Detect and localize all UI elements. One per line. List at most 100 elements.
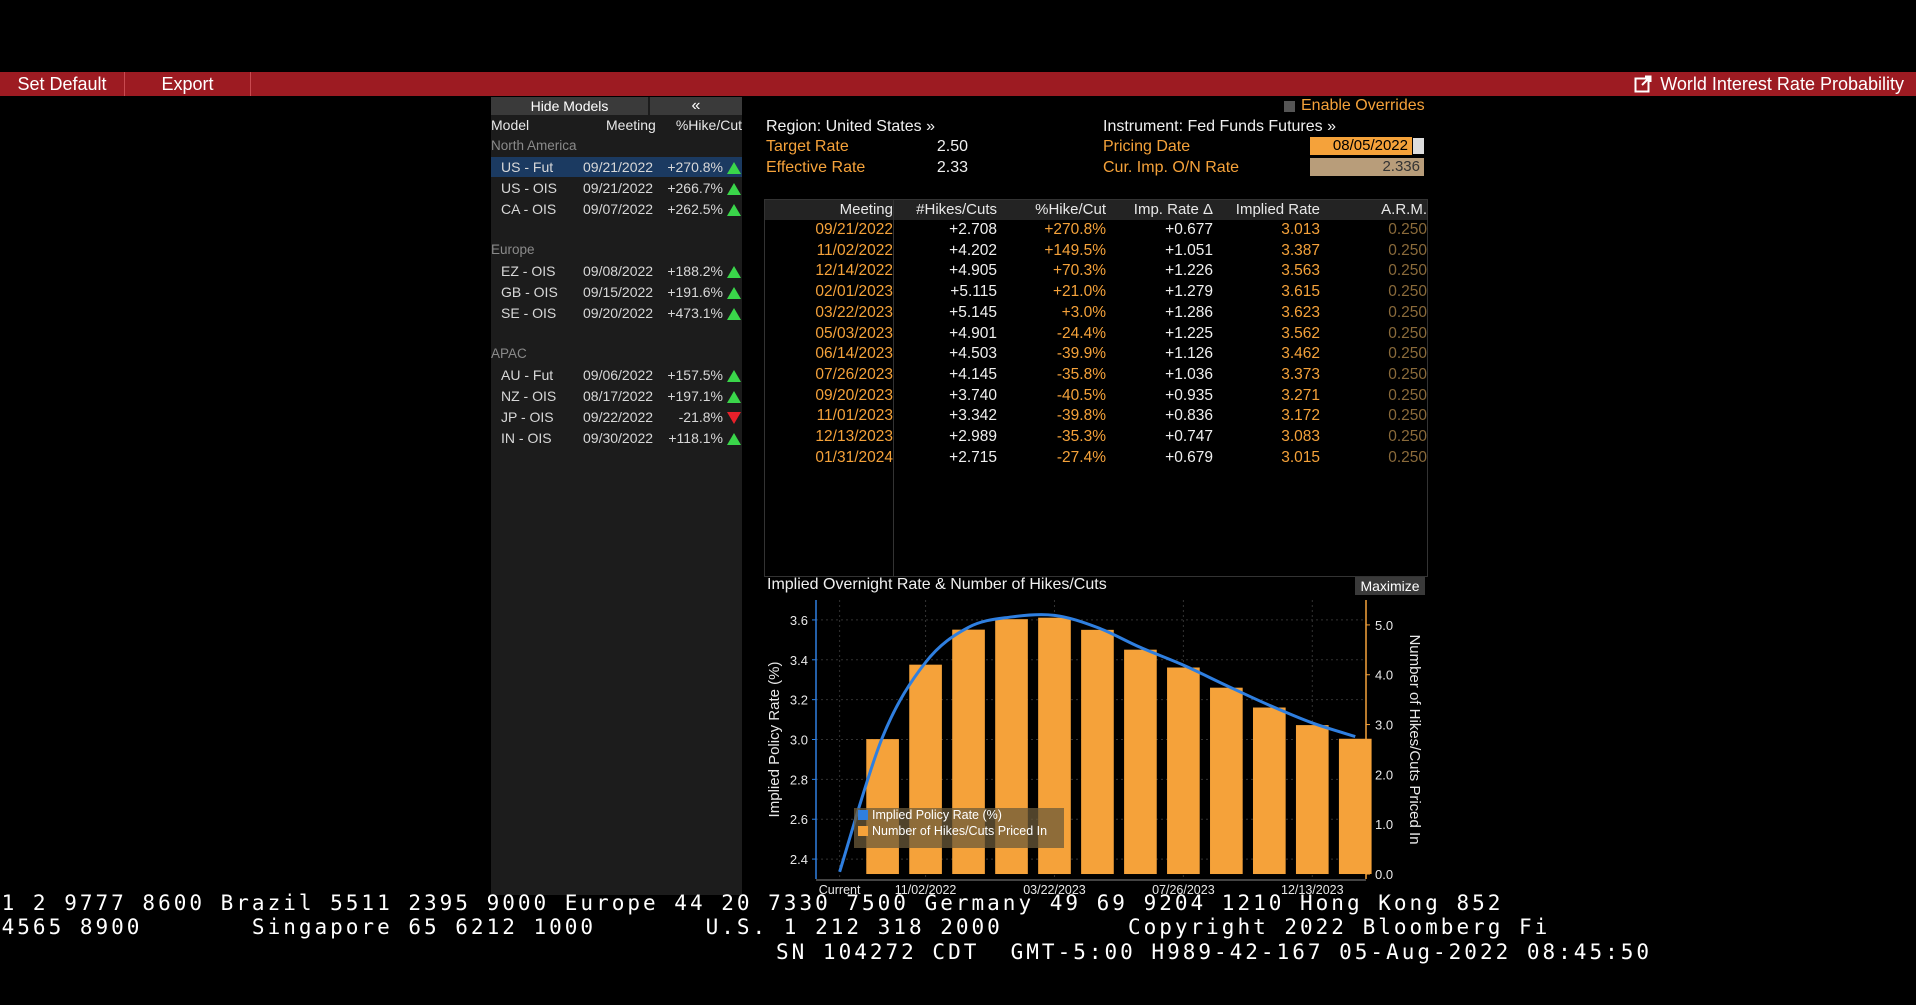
model-pct: +473.1% [667, 305, 723, 321]
pricing-date-label: Pricing Date [1103, 138, 1191, 155]
th-arm[interactable]: A.R.M. [1381, 201, 1427, 218]
th-meeting[interactable]: Meeting [839, 201, 893, 218]
window-title-text: World Interest Rate Probability [1660, 74, 1904, 94]
instrument-selector[interactable]: Instrument: Fed Funds Futures » [1103, 118, 1336, 135]
enable-overrides-label[interactable]: Enable Overrides [1301, 97, 1425, 114]
th-pct[interactable]: %Hike/Cut [1035, 201, 1106, 218]
th-implied-rate[interactable]: Implied Rate [1235, 201, 1320, 218]
tick-label-x: Current [819, 883, 861, 896]
th-rate-delta[interactable]: Imp. Rate Δ [1133, 201, 1213, 218]
export-button[interactable]: Export [125, 72, 251, 96]
external-link-icon[interactable] [1634, 74, 1660, 94]
enable-overrides-checkbox[interactable] [1284, 101, 1295, 112]
up-arrow-icon [727, 391, 741, 403]
toolbar: Set Default Export World Interest Rate P… [0, 72, 1916, 96]
models-panel: Hide Models « Model Meeting %Hike/Cut No… [491, 97, 742, 895]
set-default-button[interactable]: Set Default [0, 72, 125, 96]
cell-pct: -39.9% [1056, 345, 1106, 363]
model-row-jp-ois[interactable]: JP - OIS 09/22/2022 -21.8% [491, 407, 742, 427]
cell-rate-delta: +1.226 [1165, 262, 1213, 280]
cell-rate-delta: +0.677 [1165, 221, 1213, 238]
cell-hikes: +4.905 [949, 262, 997, 280]
model-meeting: 09/20/2022 [583, 305, 654, 321]
cell-meeting: 12/14/2022 [815, 262, 893, 280]
cell-hikes: +3.740 [949, 386, 997, 404]
hide-models-button[interactable]: Hide Models [491, 97, 648, 115]
table-row[interactable]: 11/01/2023 +3.342 -39.8% +0.836 3.172 0.250 [765, 407, 1427, 428]
model-row-gb-ois[interactable]: GB - OIS 09/15/2022 +191.6% [491, 282, 742, 302]
model-row-se-ois[interactable]: SE - OIS 09/20/2022 +473.1% [491, 303, 742, 323]
maximize-button[interactable]: Maximize [1355, 577, 1425, 595]
column-divider [893, 200, 894, 576]
cell-meeting: 05/03/2023 [815, 324, 893, 342]
table-row[interactable]: 09/20/2023 +3.740 -40.5% +0.935 3.271 0.250 [765, 387, 1427, 408]
window-title[interactable]: World Interest Rate Probability [1634, 72, 1904, 96]
chart-bar [866, 739, 899, 875]
table-row[interactable]: 01/31/2024 +2.715 -27.4% +0.679 3.015 0.250 [765, 449, 1427, 470]
cell-hikes: +2.708 [949, 221, 997, 238]
cell-rate-delta: +0.935 [1165, 386, 1213, 404]
legend-box [854, 808, 1064, 848]
model-row-ez-ois[interactable]: EZ - OIS 09/08/2022 +188.2% [491, 261, 742, 281]
model-meeting: 09/21/2022 [583, 159, 654, 175]
cell-implied-rate: 3.623 [1281, 303, 1320, 321]
model-row-us-ois[interactable]: US - OIS 09/21/2022 +266.7% [491, 178, 742, 198]
target-rate-label: Target Rate [766, 138, 849, 155]
cell-arm: 0.250 [1388, 283, 1427, 301]
model-pct: +266.7% [667, 180, 723, 196]
up-arrow-icon [727, 370, 741, 382]
series-line-implied-rate [838, 613, 1356, 873]
model-name: GB - OIS [501, 284, 558, 300]
cell-implied-rate: 3.083 [1281, 428, 1320, 445]
table-row[interactable]: 03/22/2023 +5.145 +3.0% +1.286 3.623 0.250 [765, 304, 1427, 325]
on-rate-field[interactable]: 2.336 [1310, 158, 1424, 176]
table-row[interactable]: 05/03/2023 +4.901 -24.4% +1.225 3.562 0.250 [765, 325, 1427, 346]
ticker-line-2: 4565 8900 Singapore 65 6212 1000 U.S. 1 … [0, 915, 1551, 939]
table-row[interactable]: 12/14/2022 +4.905 +70.3% +1.226 3.563 0.250 [765, 262, 1427, 283]
cell-implied-rate: 3.387 [1281, 241, 1320, 259]
column-header-meeting[interactable]: Meeting [606, 117, 656, 133]
calendar-icon[interactable] [1413, 138, 1424, 154]
rate-chart[interactable]: 2.4 2.6 2.8 3.0 3.2 3.4 3.6 0.0 1.0 2.0 3.0 4.0 5.0 C… [764, 596, 1426, 896]
chart-bar [1295, 725, 1329, 875]
model-row-in-ois[interactable]: IN - OIS 09/30/2022 +118.1% [491, 428, 742, 448]
model-row-ca-ois[interactable]: CA - OIS 09/07/2022 +262.5% [491, 199, 742, 219]
table-row[interactable]: 06/14/2023 +4.503 -39.9% +1.126 3.462 0.250 [765, 345, 1427, 366]
cell-hikes: +4.503 [949, 345, 997, 363]
model-meeting: 08/17/2022 [583, 388, 654, 404]
section-europe: Europe [491, 242, 535, 257]
cell-pct: +70.3% [1052, 262, 1106, 280]
model-row-us-fut[interactable]: US - Fut 09/21/2022 +270.8% [491, 157, 742, 177]
model-name: AU - Fut [501, 367, 554, 383]
target-rate-value: 2.50 [936, 138, 968, 155]
cell-pct: -24.4% [1056, 324, 1106, 342]
cell-arm: 0.250 [1388, 407, 1427, 425]
model-row-au-fut[interactable]: AU - Fut 09/06/2022 +157.5% [491, 365, 742, 385]
cell-arm: 0.250 [1388, 386, 1427, 404]
th-hikes[interactable]: #Hikes/Cuts [916, 201, 997, 218]
cell-implied-rate: 3.373 [1281, 365, 1320, 383]
section-apac: APAC [491, 346, 527, 361]
cell-rate-delta: +1.286 [1165, 303, 1213, 321]
cell-meeting: 11/02/2022 [816, 241, 893, 259]
cell-rate-delta: +1.279 [1165, 283, 1213, 301]
cell-rate-delta: +1.225 [1165, 324, 1213, 342]
model-meeting: 09/08/2022 [583, 263, 654, 279]
cell-implied-rate: 3.462 [1281, 345, 1320, 363]
collapse-panel-button[interactable]: « [650, 97, 742, 115]
table-row[interactable]: 09/21/2022 +2.708 +270.8% +0.677 3.013 0.250 [765, 221, 1427, 242]
column-header-model[interactable]: Model [491, 117, 530, 133]
chart-bar [1210, 687, 1243, 875]
region-selector[interactable]: Region: United States » [766, 118, 935, 135]
model-pct: +270.8% [667, 159, 723, 175]
table-row[interactable]: 02/01/2023 +5.115 +21.0% +1.279 3.615 0.250 [765, 283, 1427, 304]
model-row-nz-ois[interactable]: NZ - OIS 08/17/2022 +197.1% [491, 386, 742, 406]
tick-label-x: 12/13/2023 [1281, 883, 1344, 896]
pricing-date-field[interactable]: 08/05/2022 [1310, 137, 1412, 155]
model-name: US - OIS [501, 180, 558, 196]
table-row[interactable]: 11/02/2022 +4.202 +149.5% +1.051 3.387 0.250 [765, 242, 1427, 263]
table-row[interactable]: 07/26/2023 +4.145 -35.8% +1.036 3.373 0.250 [765, 366, 1427, 387]
cell-meeting: 11/01/2023 [816, 407, 893, 425]
table-row[interactable]: 12/13/2023 +2.989 -35.3% +0.747 3.083 0.250 [765, 428, 1427, 449]
column-header-hike[interactable]: %Hike/Cut [675, 117, 742, 133]
